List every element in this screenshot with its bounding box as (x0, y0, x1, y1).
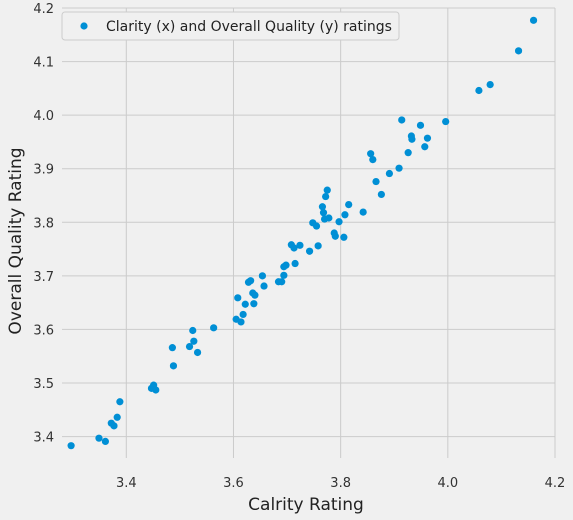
data-point (377, 190, 385, 199)
data-point (322, 192, 330, 201)
data-point (290, 244, 298, 252)
data-point (398, 116, 406, 124)
data-point (116, 398, 124, 406)
data-point (318, 203, 327, 211)
data-point (475, 86, 483, 95)
y-tick-label: 3.9 (33, 163, 54, 178)
data-point (319, 209, 328, 217)
data-point (369, 156, 377, 164)
data-point (421, 143, 429, 151)
data-point (340, 233, 348, 241)
data-point (113, 413, 121, 421)
data-point (341, 211, 349, 219)
x-tick-label: 3.8 (330, 476, 351, 491)
y-tick-labels: 3.4 3.5 3.6 3.7 3.8 3.9 4.0 4.1 4.2 (33, 2, 54, 446)
data-point (185, 342, 194, 351)
data-points (67, 16, 538, 450)
data-point (486, 81, 494, 89)
data-point (251, 291, 259, 299)
y-tick-label: 4.2 (33, 2, 54, 17)
legend-entry-label: Clarity (x) and Overall Quality (y) rati… (106, 19, 392, 35)
legend-box (61, 11, 400, 41)
data-point (239, 310, 247, 319)
x-tick-label: 3.4 (116, 476, 137, 491)
data-point (280, 271, 288, 279)
data-point (169, 362, 178, 370)
data-point (258, 272, 267, 280)
data-point (514, 47, 523, 55)
data-point (189, 326, 197, 335)
data-point (278, 278, 286, 286)
y-tick-label: 3.5 (33, 377, 54, 392)
data-point (250, 300, 258, 308)
data-point (395, 164, 403, 172)
x-axis-label: Calrity Rating (248, 495, 364, 515)
y-tick-label: 3.8 (33, 216, 54, 231)
y-tick-label: 4.0 (33, 109, 54, 124)
data-point (416, 121, 425, 129)
data-point (67, 442, 75, 450)
data-point (110, 422, 118, 430)
data-point (408, 135, 416, 143)
x-tick-labels: 3.4 3.6 3.8 4.0 4.2 (116, 476, 565, 491)
gridlines (62, 7, 556, 458)
data-point (305, 247, 314, 255)
data-point (423, 134, 432, 142)
data-point (260, 282, 268, 290)
data-point (529, 16, 538, 24)
y-tick-label: 3.6 (33, 323, 54, 338)
data-point (101, 437, 110, 445)
y-tick-label: 3.4 (33, 431, 54, 446)
data-point (247, 277, 255, 285)
y-tick-label: 4.1 (33, 56, 54, 71)
data-point (234, 294, 242, 302)
data-point (193, 348, 202, 357)
data-point (325, 214, 333, 222)
data-point (372, 177, 380, 186)
data-point (291, 259, 299, 268)
data-point (237, 318, 245, 326)
y-axis-label: Overall Quality Rating (6, 147, 26, 334)
data-point (331, 232, 339, 240)
data-point (385, 169, 394, 178)
legend: Clarity (x) and Overall Quality (y) rati… (61, 11, 400, 41)
data-point (296, 241, 304, 249)
data-point (210, 324, 218, 332)
data-point (442, 117, 450, 126)
x-tick-label: 3.6 (223, 476, 244, 491)
x-tick-label: 4.2 (545, 476, 566, 491)
data-point (335, 218, 343, 226)
data-point (241, 300, 249, 308)
data-point (404, 149, 412, 157)
y-tick-label: 3.7 (33, 270, 54, 285)
data-point (168, 344, 176, 352)
data-point (152, 386, 160, 394)
data-point (190, 337, 198, 345)
data-point (323, 186, 331, 194)
data-point (367, 150, 375, 158)
data-point (312, 222, 321, 230)
data-point (359, 208, 367, 216)
data-point (282, 261, 290, 269)
legend-marker (80, 22, 88, 30)
data-point (314, 242, 322, 250)
data-point (95, 434, 103, 442)
data-point (345, 201, 353, 209)
x-tick-label: 4.0 (437, 476, 458, 491)
